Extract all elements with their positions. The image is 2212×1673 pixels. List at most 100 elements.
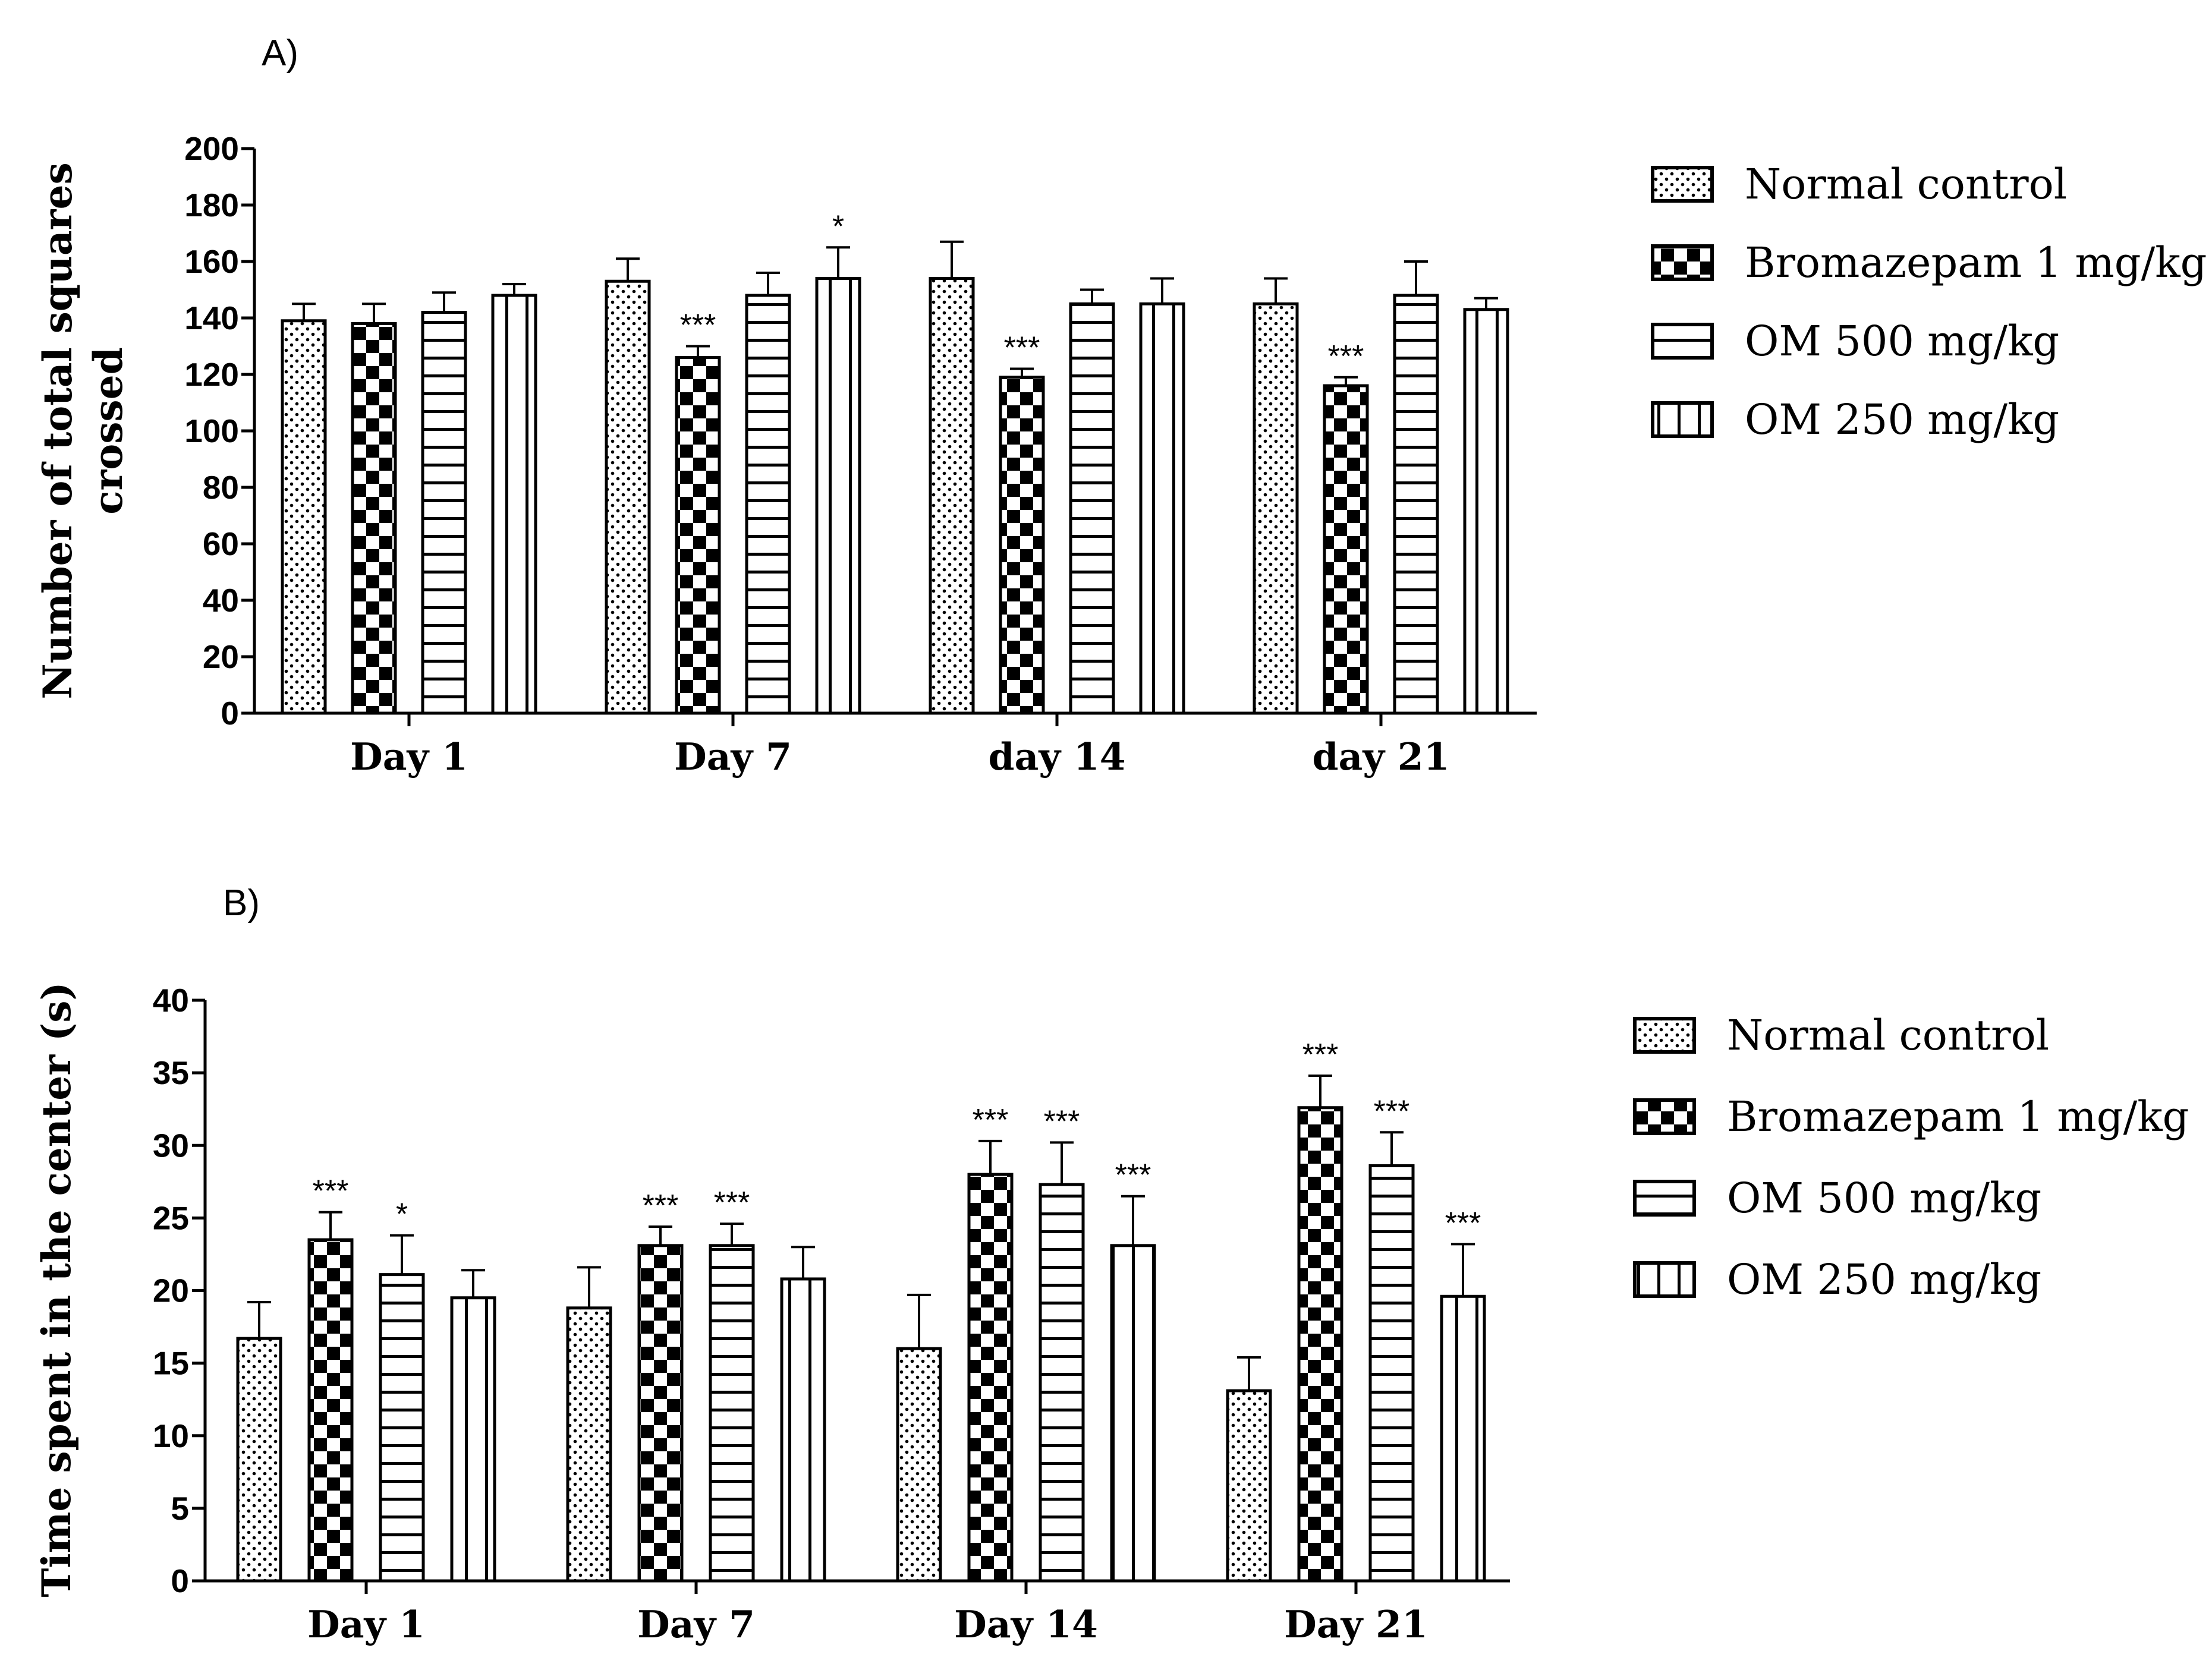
panel-a-significance-label: *** [1004,331,1040,366]
panel-a-y-tick-label: 200 [184,130,239,167]
panel-b-significance-label: *** [714,1186,750,1220]
panel-a-bar [421,311,467,715]
panel-a-bar [999,376,1045,715]
panel-a-significance-label: *** [1328,339,1364,374]
panel-a-significance-label: * [832,209,844,244]
panel-b-bar [379,1273,425,1583]
panel-b-significance-label: *** [973,1103,1009,1138]
panel-b-bar [1368,1164,1415,1583]
panel-b-significance-label: *** [1374,1094,1410,1129]
panel-b-legend-label: Normal control [1727,1011,2049,1060]
panel-b-bar [450,1296,496,1583]
panel-b-legend-swatch [1633,1017,1696,1054]
panel-b-axes: 0 5 10 15 20 25 30 35 40 Day 1 Day 7 Day 14 Day 21 [153,982,1510,1646]
panel-b-bar [967,1173,1014,1583]
panel-b-x-tick-label: Day 7 [637,1602,755,1646]
panel-b-legend: Normal control Bromazepam 1 mg/kg OM 500 m… [1633,1011,2189,1304]
panel-a-bar [605,279,651,715]
panel-a-y-tick-label: 80 [203,469,239,506]
panel-b-ylabel: Time spent in the center (s) [33,982,80,1597]
panel-b-y-tick-label: 25 [153,1199,189,1236]
panel-b-bar [896,1347,942,1583]
panel-a-significance-label: *** [680,308,716,343]
panel-a-x-tick-label: day 14 [988,735,1125,779]
panel-b-significance-label: *** [643,1189,679,1223]
panel-b-y-tick-label: 5 [171,1490,189,1527]
panel-a-bar [1069,302,1115,715]
panel-a-y-tick-label: 40 [203,582,239,619]
panel-a-legend-label: Normal control [1745,160,2067,209]
panel-a-bar [491,294,537,715]
panel-a-bar [1393,294,1439,715]
panel-a: A) Number of total squares crossed 0 20 40… [34,33,2207,779]
panel-a-bars: ******* *** [281,209,1509,715]
panel-a-y-tick-label: 120 [184,356,239,393]
panel-a-y-tick-label: 160 [184,243,239,280]
panel-b-bar [637,1244,684,1583]
panel-b-y-tick-label: 40 [153,982,189,1019]
panel-b-significance-label: *** [1044,1104,1080,1139]
panel-a-legend-label: Bromazepam 1 mg/kg [1745,238,2207,287]
panel-b-legend-label: Bromazepam 1 mg/kg [1727,1092,2189,1141]
panel-b-bar [780,1277,826,1583]
panel-b-bars: **** *** ****** *************** [236,1038,1486,1583]
panel-a-bar [1139,302,1185,715]
panel-a-ylabel-line1: Number of total squares [34,162,81,699]
panel-a-legend-swatch [1651,244,1714,281]
panel-a-bar [675,356,721,715]
panel-a-bar [1463,308,1509,715]
panel-a-bar [1253,302,1299,715]
panel-a-bar [929,277,975,715]
panel-a-x-tick-label: day 21 [1312,735,1449,779]
panel-a-legend-label: OM 500 mg/kg [1745,317,2059,366]
panel-b-legend-swatch [1633,1261,1696,1298]
panel-b-significance-label: *** [1302,1038,1339,1072]
panel-b-y-tick-label: 10 [153,1417,189,1454]
panel-b-x-tick-label: Day 21 [1284,1602,1428,1646]
panel-b-significance-label: *** [1445,1206,1481,1240]
panel-b-significance-label: *** [1115,1158,1151,1193]
panel-b-significance-label: * [396,1198,408,1232]
panel-a-bar [281,319,327,715]
panel-a-y-tick-label: 100 [184,412,239,449]
panel-b-significance-label: *** [313,1174,349,1209]
panel-b-y-tick-label: 35 [153,1054,189,1091]
panel-a-label: A) [262,33,298,74]
panel-a-y-tick-label: 20 [203,638,239,675]
panel-a-x-tick-label: Day 1 [350,735,468,779]
panel-b-bar [1226,1389,1272,1583]
panel-a-legend-label: OM 250 mg/kg [1745,395,2059,444]
panel-a-legend-swatch [1651,323,1714,360]
panel-b-y-tick-label: 20 [153,1272,189,1309]
panel-a-y-tick-label: 60 [203,525,239,562]
panel-b-y-tick-label: 30 [153,1127,189,1164]
panel-a-bar [815,277,861,715]
panel-b-bar [1297,1106,1343,1583]
panel-b-bar [1110,1244,1156,1583]
panel-a-bar [351,322,397,715]
panel-b-bar [1440,1294,1486,1583]
panel-b-y-tick-label: 0 [171,1562,189,1599]
panel-a-legend-swatch [1651,401,1714,438]
panel-a-y-tick-label: 0 [221,695,239,732]
panel-b-legend-swatch [1633,1180,1696,1217]
panel-b-label: B) [223,883,260,924]
panel-a-legend-swatch [1651,166,1714,203]
panel-b-bar [236,1337,282,1583]
panel-b-x-tick-label: Day 14 [954,1602,1098,1646]
panel-b-bar [1039,1183,1085,1583]
panel-a-ylabel-line2: crossed [85,347,131,514]
panel-b-bar [566,1306,612,1583]
panel-a-bar [1323,384,1369,715]
panel-b: B) Time spent in the center (s) 0 5 10 15 20… [33,883,2189,1646]
panel-a-axes: 0 20 40 60 80 100 120 140 160 180 200 Day 1 Day 7 day… [184,130,1537,779]
panel-a-x-tick-label: Day 7 [674,735,792,779]
panel-a-y-tick-label: 140 [184,300,239,336]
panel-b-legend-label: OM 500 mg/kg [1727,1174,2041,1223]
panel-b-legend-swatch [1633,1098,1696,1135]
panel-a-legend: Normal control Bromazepam 1 mg/kg OM 500 m… [1651,160,2207,444]
panel-b-bar [307,1238,354,1583]
panel-b-bar [709,1244,755,1583]
panel-b-y-tick-label: 15 [153,1345,189,1382]
